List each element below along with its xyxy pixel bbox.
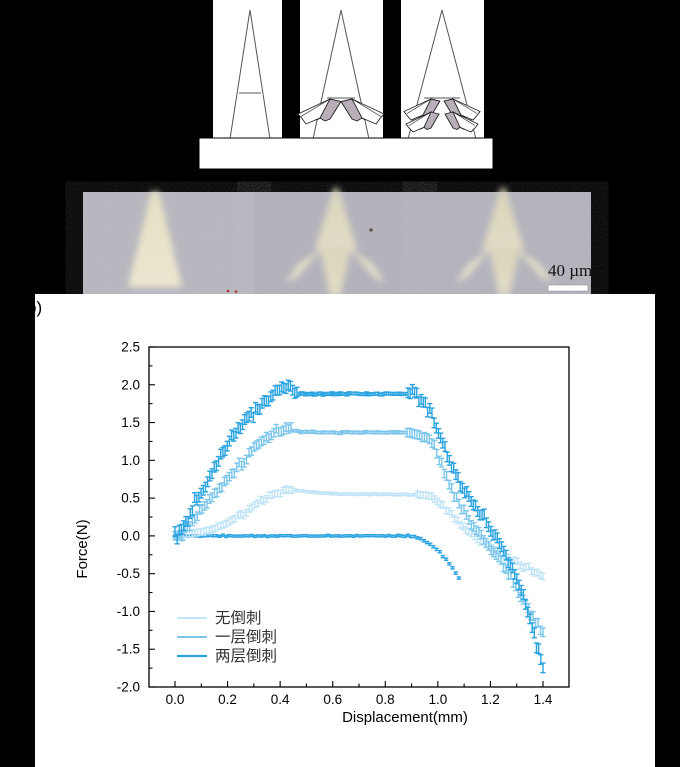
svg-text:Displacement(mm): Displacement(mm): [342, 709, 468, 726]
svg-text:-1.0: -1.0: [117, 604, 140, 619]
svg-text:-1.5: -1.5: [117, 642, 140, 657]
svg-text:无倒刺: 无倒刺: [215, 609, 262, 627]
svg-text:40 µm: 40 µm: [548, 261, 592, 280]
svg-text:0.6: 0.6: [323, 692, 342, 707]
svg-text:0.2: 0.2: [218, 692, 237, 707]
svg-text:1.5: 1.5: [121, 415, 140, 430]
svg-text:0.5: 0.5: [121, 491, 140, 506]
svg-text:1.0: 1.0: [428, 692, 447, 707]
svg-text:-0.5: -0.5: [117, 566, 140, 581]
svg-text:一层倒刺: 一层倒刺: [215, 628, 277, 646]
svg-text:0.0: 0.0: [121, 528, 140, 543]
svg-text:0.4: 0.4: [271, 692, 290, 707]
svg-text:0.8: 0.8: [376, 692, 395, 707]
svg-text:Force(N): Force(N): [74, 519, 91, 578]
svg-text:2.0: 2.0: [121, 377, 140, 392]
svg-text:1.0: 1.0: [121, 453, 140, 468]
svg-text:0.0: 0.0: [166, 692, 185, 707]
svg-text:2.5: 2.5: [121, 340, 140, 355]
svg-text:-2.0: -2.0: [117, 680, 140, 695]
svg-text:1.4: 1.4: [534, 692, 553, 707]
svg-text:两层倒刺: 两层倒刺: [215, 647, 277, 665]
svg-text:1.2: 1.2: [481, 692, 500, 707]
